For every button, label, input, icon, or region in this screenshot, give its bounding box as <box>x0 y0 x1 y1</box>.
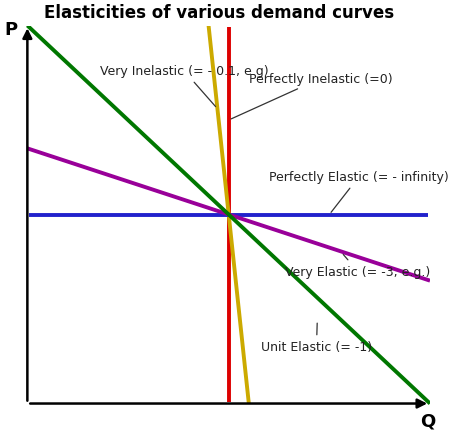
Text: Very Inelastic (= - 0.1, e.g): Very Inelastic (= - 0.1, e.g) <box>100 65 268 107</box>
Text: Unit Elastic (= -1): Unit Elastic (= -1) <box>261 323 372 354</box>
Text: Perfectly Elastic (= - infinity): Perfectly Elastic (= - infinity) <box>269 171 449 213</box>
Title: Elasticities of various demand curves: Elasticities of various demand curves <box>44 4 394 22</box>
Text: Q: Q <box>420 411 436 430</box>
Text: Very Elastic (= -3, e.g.): Very Elastic (= -3, e.g.) <box>285 255 430 278</box>
Text: Perfectly Inelastic (=0): Perfectly Inelastic (=0) <box>231 73 392 120</box>
Text: P: P <box>5 21 18 39</box>
